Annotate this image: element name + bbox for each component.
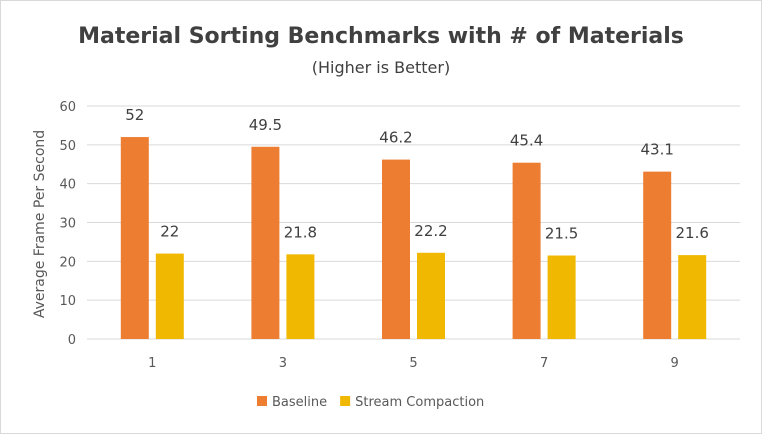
y-tick-label: 0 xyxy=(68,333,76,348)
data-labels: 52 22 49.5 21.8 46.2 22.2 45.4 21.5 43.1 21.6 xyxy=(125,106,709,242)
bar-stream-compaction xyxy=(678,255,707,339)
data-label: 21.5 xyxy=(545,225,578,243)
chart-subtitle: (Higher is Better) xyxy=(312,58,450,77)
y-axis-ticks: 0 10 20 30 40 50 60 xyxy=(59,100,76,348)
bar-stream-compaction xyxy=(547,255,576,339)
gridlines xyxy=(87,105,740,340)
data-label: 21.8 xyxy=(284,223,317,241)
x-tick-label: 1 xyxy=(148,356,156,371)
y-tick-label: 10 xyxy=(59,294,76,309)
x-axis-ticks: 1 3 5 7 9 xyxy=(148,356,679,371)
data-label: 22.2 xyxy=(414,222,447,240)
bar-baseline xyxy=(120,137,149,339)
x-tick-label: 9 xyxy=(671,356,679,371)
bars xyxy=(120,137,707,339)
bar-stream-compaction xyxy=(286,254,315,339)
x-tick-label: 7 xyxy=(540,356,548,371)
data-label: 46.2 xyxy=(379,129,412,147)
chart-title: Material Sorting Benchmarks with # of Ma… xyxy=(78,24,684,49)
bar-stream-compaction xyxy=(417,252,445,339)
y-tick-label: 40 xyxy=(59,178,76,193)
data-label: 49.5 xyxy=(249,116,282,134)
legend-label: Stream Compaction xyxy=(355,395,484,410)
y-tick-label: 30 xyxy=(59,217,76,232)
bar-baseline xyxy=(251,146,280,339)
bar-stream-compaction xyxy=(155,253,184,339)
y-tick-label: 50 xyxy=(59,139,76,154)
legend-swatch xyxy=(340,396,351,406)
x-tick-label: 3 xyxy=(279,356,287,371)
data-label: 43.1 xyxy=(640,141,673,159)
y-tick-label: 60 xyxy=(59,100,76,115)
legend-swatch xyxy=(257,396,267,406)
x-tick-label: 5 xyxy=(409,356,417,371)
bar-baseline xyxy=(382,159,410,339)
legend: Baseline Stream Compaction xyxy=(257,395,484,410)
y-tick-label: 20 xyxy=(59,255,76,270)
data-label: 45.4 xyxy=(510,132,543,150)
legend-label: Baseline xyxy=(272,395,327,410)
bar-baseline xyxy=(512,162,541,339)
data-label: 22 xyxy=(160,223,179,241)
y-axis-label: Average Frame Per Second xyxy=(32,130,48,318)
data-label: 52 xyxy=(125,106,144,124)
bar-baseline xyxy=(643,171,672,339)
data-label: 21.6 xyxy=(675,224,708,242)
